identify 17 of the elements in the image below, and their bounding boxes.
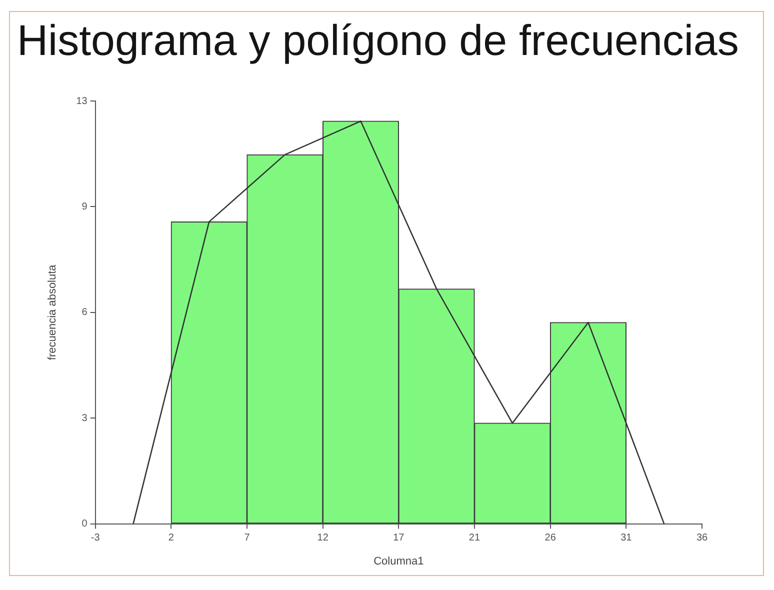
y-tick-label: 3 [82,412,88,424]
x-tick-label: 12 [317,532,329,544]
x-tick-label: 2 [168,532,174,544]
x-tick-label: 36 [696,532,708,544]
y-tick-label: 13 [76,96,88,107]
x-tick-label: 7 [244,532,250,544]
y-axis-title: frecuencia absoluta [46,264,59,360]
y-tick-label: 9 [82,201,88,212]
y-tick-label: 6 [82,307,88,318]
x-tick-label: 31 [620,532,632,544]
x-tick-label: 26 [544,532,556,544]
x-tick-label: 17 [393,532,405,544]
x-axis-title: Columna1 [374,555,424,568]
x-tick-label: 21 [468,532,480,544]
chart-title: Histograma y polígono de frecuencias [17,17,739,65]
x-tick-label: -3 [90,532,100,544]
y-tick-label: 0 [82,518,88,530]
